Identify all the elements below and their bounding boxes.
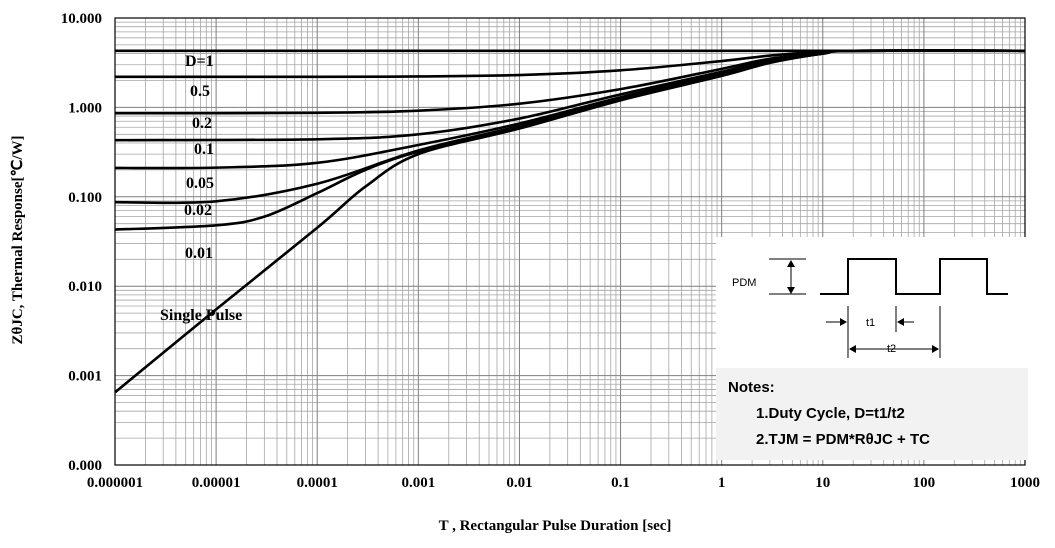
notes-panel [716,368,1028,460]
t2-left-arrow-icon [849,345,856,353]
x-tick-label: 0.01 [506,475,532,491]
series-lines [114,49,1026,394]
curve-label-4: 0.05 [186,175,214,192]
y-tick-labels: 0.000 0.001 0.010 0.100 1.000 10.000 [61,11,102,474]
x-tick-label: 1000 [1010,475,1040,491]
curve-label-7: Single Pulse [160,307,242,324]
x-tick-labels: 0.000001 0.00001 0.0001 0.001 0.01 0.1 1 10 100 1… [87,475,1040,491]
y-tick-label: 1.000 [68,100,102,116]
curve-label-3: 0.1 [194,141,214,158]
duty-cycle-inset: PDM t1 t2 Notes: 1.Duty Cycle, D=t1/t2 2… [716,237,1028,460]
x-tick-label: 100 [913,475,936,491]
x-axis-title: T , Rectangular Pulse Duration [sec] [439,518,672,534]
notes-title: Notes: [728,379,775,396]
x-tick-label: 1 [718,475,726,491]
pdm-arrow-up-icon [787,260,795,267]
y-tick-label: 0.000 [68,458,102,474]
curve-label-0: D=1 [185,53,214,70]
t1-right-arrow-icon [897,318,904,326]
t1-label: t1 [866,317,875,329]
curve-label-2: 0.2 [192,115,212,132]
pulse-waveform [820,258,1008,295]
pdm-arrow-down-icon [787,287,795,294]
series-line-7 [114,49,1026,394]
y-tick-label: 0.010 [68,279,102,295]
x-tick-label: 0.001 [401,475,435,491]
curve-label-6: 0.01 [185,245,213,262]
note-duty-cycle: 1.Duty Cycle, D=t1/t2 [756,405,905,422]
x-tick-label: 0.0001 [297,475,338,491]
note-junction-temp: 2.TJM = PDM*RθJC + TC [756,431,930,448]
y-tick-label: 0.001 [68,369,102,385]
y-tick-label: 0.100 [68,190,102,206]
x-tick-label: 0.1 [611,475,630,491]
curve-label-1: 0.5 [190,83,210,100]
x-tick-label: 0.000001 [87,475,143,491]
y-tick-label: 10.000 [61,11,102,27]
waveform-panel [716,237,1028,368]
t1-left-arrow-icon [840,318,847,326]
t2-label: t2 [887,343,896,355]
curve-label-5: 0.02 [184,202,212,219]
x-tick-label: 10 [815,475,830,491]
y-axis-title: ZθJC, Thermal Response[℃/W] [10,136,26,345]
x-tick-label: 0.00001 [192,475,241,491]
pdm-label: PDM [732,277,756,289]
curve-labels: D=1 0.5 0.2 0.1 0.05 0.02 0.01 Single Pulse [160,53,242,324]
t2-right-arrow-icon [932,345,939,353]
